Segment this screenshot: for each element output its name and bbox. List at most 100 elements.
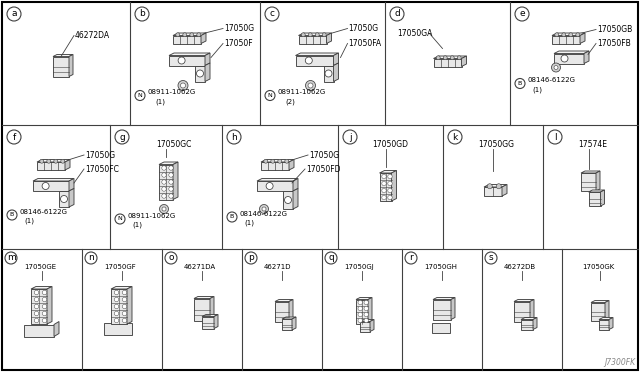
Circle shape: [115, 297, 118, 302]
Polygon shape: [275, 299, 293, 301]
Polygon shape: [433, 299, 451, 320]
Polygon shape: [37, 162, 65, 170]
Text: 08911-1062G: 08911-1062G: [147, 90, 195, 96]
Polygon shape: [584, 51, 589, 64]
Text: 17050GE: 17050GE: [24, 264, 56, 270]
Circle shape: [266, 183, 273, 189]
Circle shape: [122, 304, 127, 309]
Polygon shape: [173, 35, 201, 44]
Polygon shape: [159, 164, 173, 199]
Polygon shape: [33, 181, 69, 191]
Circle shape: [358, 300, 362, 305]
Circle shape: [169, 187, 173, 191]
Circle shape: [259, 205, 269, 214]
Polygon shape: [293, 179, 298, 191]
Circle shape: [196, 70, 204, 77]
Polygon shape: [31, 286, 52, 289]
Circle shape: [35, 290, 38, 295]
Polygon shape: [599, 317, 613, 320]
Circle shape: [285, 159, 289, 163]
Text: d: d: [394, 10, 400, 19]
Circle shape: [555, 33, 559, 37]
Polygon shape: [530, 299, 534, 321]
Polygon shape: [104, 323, 132, 334]
Text: 08146-6122G: 08146-6122G: [527, 77, 575, 83]
Circle shape: [115, 318, 118, 323]
Text: 17050FD: 17050FD: [306, 164, 340, 173]
Text: k: k: [452, 132, 458, 141]
Text: 08911-1062G: 08911-1062G: [127, 213, 175, 219]
Circle shape: [388, 195, 392, 200]
Text: 17050GA: 17050GA: [397, 29, 433, 38]
Text: g: g: [119, 132, 125, 141]
Circle shape: [388, 174, 392, 179]
Circle shape: [42, 318, 47, 323]
Circle shape: [169, 180, 173, 184]
Polygon shape: [195, 65, 205, 81]
Circle shape: [364, 300, 369, 305]
Text: 17050F: 17050F: [224, 39, 253, 48]
Text: o: o: [168, 253, 173, 263]
Text: 17050GG: 17050GG: [478, 140, 514, 149]
Text: 17050GD: 17050GD: [372, 140, 408, 149]
Circle shape: [115, 311, 118, 316]
Polygon shape: [159, 162, 178, 164]
Circle shape: [162, 207, 166, 211]
Circle shape: [122, 311, 127, 316]
Polygon shape: [533, 317, 537, 330]
Polygon shape: [360, 321, 370, 331]
Circle shape: [162, 187, 166, 191]
Polygon shape: [596, 171, 600, 191]
Polygon shape: [53, 57, 69, 77]
Text: (1): (1): [244, 220, 254, 227]
Text: 17050G: 17050G: [85, 151, 115, 160]
Circle shape: [122, 318, 127, 323]
Text: 08911-1062G: 08911-1062G: [277, 90, 325, 96]
Circle shape: [308, 33, 312, 37]
Circle shape: [162, 194, 166, 198]
Text: B: B: [10, 212, 14, 218]
Polygon shape: [283, 191, 293, 209]
Polygon shape: [580, 33, 585, 44]
Polygon shape: [261, 162, 289, 170]
Text: 17050G: 17050G: [224, 24, 254, 33]
Circle shape: [61, 159, 65, 163]
Polygon shape: [591, 301, 609, 302]
Circle shape: [180, 83, 186, 88]
Polygon shape: [54, 321, 59, 337]
Polygon shape: [521, 317, 537, 320]
Text: (1): (1): [132, 222, 142, 228]
Text: l: l: [554, 132, 556, 141]
Polygon shape: [370, 320, 374, 331]
Polygon shape: [589, 192, 600, 206]
Polygon shape: [591, 302, 605, 321]
Circle shape: [196, 33, 201, 37]
Circle shape: [364, 306, 369, 311]
Circle shape: [554, 65, 558, 70]
Text: 17050G: 17050G: [309, 151, 339, 160]
Circle shape: [115, 304, 118, 309]
Polygon shape: [127, 286, 132, 324]
Polygon shape: [514, 301, 530, 321]
Text: 17050GC: 17050GC: [156, 140, 191, 149]
Circle shape: [162, 180, 166, 184]
Polygon shape: [380, 170, 397, 173]
Polygon shape: [202, 314, 218, 317]
Circle shape: [305, 57, 312, 64]
Polygon shape: [433, 56, 467, 58]
Polygon shape: [59, 191, 69, 207]
Text: r: r: [409, 253, 413, 263]
Circle shape: [436, 56, 440, 60]
Circle shape: [569, 33, 573, 37]
Circle shape: [285, 196, 291, 203]
Polygon shape: [368, 298, 372, 324]
Polygon shape: [484, 185, 507, 187]
Text: (1): (1): [24, 218, 34, 224]
Circle shape: [54, 159, 58, 163]
Text: 46272DA: 46272DA: [75, 31, 110, 40]
Polygon shape: [380, 173, 392, 201]
Text: q: q: [328, 253, 334, 263]
Circle shape: [42, 290, 47, 295]
Text: 17050GJ: 17050GJ: [344, 264, 374, 270]
Polygon shape: [433, 58, 461, 67]
